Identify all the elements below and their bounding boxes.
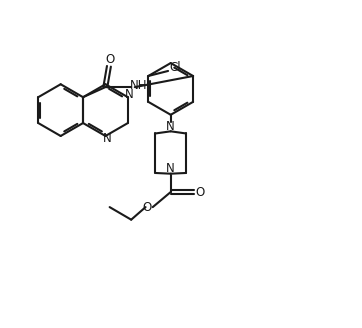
Text: O: O — [195, 186, 205, 198]
Text: O: O — [143, 201, 152, 214]
Text: N: N — [166, 120, 175, 133]
Text: N: N — [125, 88, 134, 101]
Text: NH: NH — [130, 79, 148, 92]
Text: Cl: Cl — [169, 61, 181, 74]
Text: N: N — [103, 133, 111, 145]
Text: N: N — [166, 162, 175, 175]
Text: O: O — [105, 53, 114, 66]
